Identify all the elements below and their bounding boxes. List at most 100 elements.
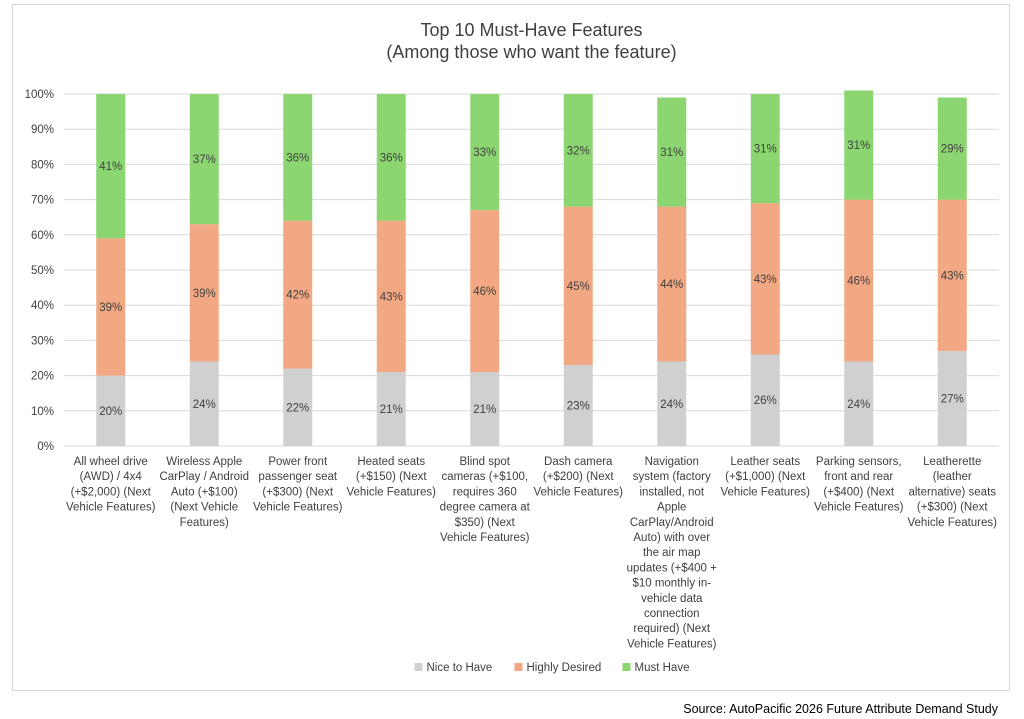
data-label: 37%: [193, 154, 216, 166]
data-label: 46%: [473, 286, 496, 298]
y-tick-label: 90%: [31, 124, 54, 136]
category-label: cameras (+$100,: [441, 471, 528, 483]
data-label: 36%: [286, 152, 309, 164]
category-label: (+$200) (Next: [543, 471, 614, 483]
category-label: Apple: [657, 502, 686, 514]
category-label: (AWD) / 4x4: [80, 471, 143, 483]
bar-segment: [657, 97, 687, 207]
category-label: Vehicle Features): [627, 638, 717, 650]
data-label: 36%: [380, 152, 403, 164]
bar-segment: [189, 361, 219, 446]
category-label: Leather seats: [730, 456, 800, 468]
data-label: 43%: [380, 291, 403, 303]
category-label: Vehicle Features): [534, 486, 624, 498]
bar-segment: [844, 361, 874, 446]
data-label: 24%: [193, 399, 216, 411]
bar-segment: [96, 375, 126, 446]
bar-segment: [563, 206, 593, 366]
data-label: 44%: [660, 279, 683, 291]
bar-segment: [376, 372, 406, 446]
bar-segment: [657, 206, 687, 362]
bar-segment: [470, 210, 500, 373]
data-label: 46%: [847, 276, 870, 288]
bar-segment: [844, 199, 874, 362]
category-label: required) (Next: [633, 623, 710, 635]
category-label: Power front: [268, 456, 328, 468]
data-label: 31%: [847, 140, 870, 152]
category-label: vehicle data: [641, 593, 703, 605]
y-tick-label: 80%: [31, 159, 54, 171]
category-label: Blind spot: [459, 456, 510, 468]
category-label: Auto (+$100): [171, 486, 238, 498]
category-label: the air map: [643, 547, 701, 559]
category-label: (+$2,000) (Next: [71, 486, 152, 498]
category-label: (+$300) (Next: [262, 486, 333, 498]
bar-segment: [189, 224, 219, 362]
gridlines: [64, 93, 999, 447]
category-label: connection: [644, 608, 700, 620]
source-note: Source: AutoPacific 2026 Future Attribut…: [683, 702, 998, 716]
y-tick-label: 60%: [31, 230, 54, 242]
data-label: 27%: [941, 393, 964, 405]
category-label: Navigation: [645, 456, 699, 468]
y-axis-ticks: 0% 10% 20% 30% 40% 50% 60% 70% 80% 90% 100%: [25, 89, 54, 453]
chart-title: Top 10 Must-Have Features(Among those wh…: [386, 20, 676, 62]
category-label: Vehicle Features): [721, 486, 811, 498]
chart-title-line: Top 10 Must-Have Features: [420, 20, 642, 40]
bar-segment: [563, 94, 593, 207]
data-label: 23%: [567, 401, 590, 413]
data-label: 24%: [660, 399, 683, 411]
data-label: 26%: [754, 395, 777, 407]
category-label: (Next Vehicle: [170, 502, 238, 514]
legend-swatch: [622, 663, 631, 671]
category-label: front and rear: [824, 471, 893, 483]
category-label: $10 monthly in-: [632, 578, 711, 590]
category-label: installed, not: [639, 486, 704, 498]
category-label: alternative) seats: [908, 486, 996, 498]
legend: Nice to Have Highly Desired Must Have: [414, 662, 689, 674]
data-label: 32%: [567, 145, 590, 157]
data-label: 31%: [660, 147, 683, 159]
category-label: Vehicle Features): [347, 486, 437, 498]
data-label: 24%: [847, 399, 870, 411]
x-axis-categories: All wheel drive (AWD) / 4x4 (+$2,000) (Nex…: [66, 456, 997, 650]
data-label: 31%: [754, 144, 777, 156]
category-label: requires 360: [453, 486, 517, 498]
category-label: updates (+$400 +: [627, 562, 717, 574]
category-label: (+$400) (Next: [823, 486, 894, 498]
data-label: 45%: [567, 281, 590, 293]
bar-segment: [563, 365, 593, 446]
category-label: passenger seat: [258, 471, 337, 483]
bar-segment: [750, 354, 780, 446]
bar-segment: [283, 94, 313, 221]
stacked-bar-chart: Top 10 Must-Have Features(Among those wh…: [25, 20, 999, 674]
category-label: Heated seats: [357, 456, 425, 468]
bar-segment: [750, 203, 780, 355]
legend-entry: Highly Desired: [527, 662, 602, 674]
legend-entry: Nice to Have: [427, 662, 493, 674]
category-label: (+$300) (Next: [917, 502, 988, 514]
category-label: Dash camera: [544, 456, 613, 468]
data-label: 41%: [99, 161, 122, 173]
category-label: Vehicle Features): [66, 502, 156, 514]
category-label: (leather: [933, 471, 972, 483]
y-tick-label: 100%: [25, 89, 54, 101]
bar-segment: [657, 361, 687, 446]
category-label: Auto) with over: [633, 532, 710, 544]
category-label: (+$150) (Next: [356, 471, 427, 483]
bar-segment: [937, 350, 967, 446]
category-label: system (factory: [633, 471, 711, 483]
bars: 20% 39% 41% 24% 39% 37% 22% 42% 36% 21% 43% 36% 21% 4…: [96, 90, 967, 446]
data-label: 39%: [99, 302, 122, 314]
bar-segment: [376, 220, 406, 373]
y-tick-label: 50%: [31, 265, 54, 277]
bar-segment: [376, 94, 406, 221]
bar-segment: [283, 220, 313, 369]
data-label: 21%: [380, 404, 403, 416]
y-tick-label: 10%: [31, 406, 54, 418]
category-label: Wireless Apple: [166, 456, 242, 468]
data-label: 20%: [99, 406, 122, 418]
category-label: Vehicle Features): [253, 502, 343, 514]
bar-segment: [750, 94, 780, 204]
data-label: 39%: [193, 288, 216, 300]
